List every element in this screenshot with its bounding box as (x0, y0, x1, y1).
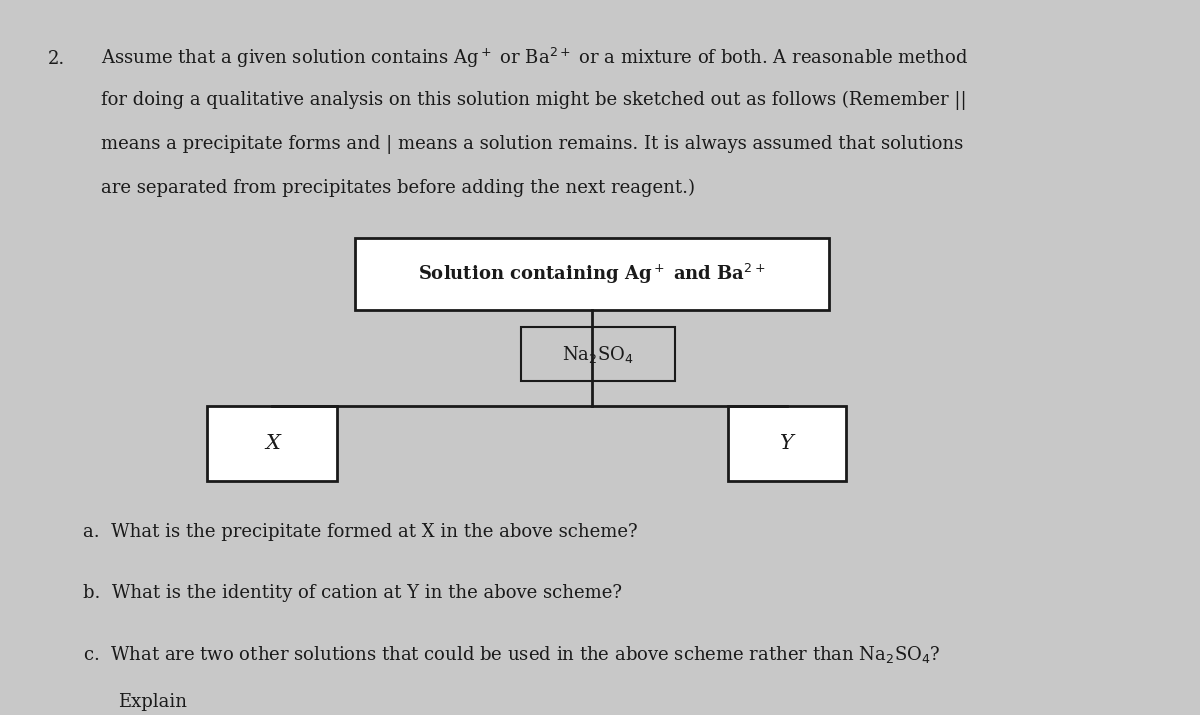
Text: Solution containing Ag$^+$ and Ba$^{2+}$: Solution containing Ag$^+$ and Ba$^{2+}$ (418, 262, 766, 286)
Text: are separated from precipitates before adding the next reagent.): are separated from precipitates before a… (101, 179, 695, 197)
Text: for doing a qualitative analysis on this solution might be sketched out as follo: for doing a qualitative analysis on this… (101, 90, 966, 109)
FancyBboxPatch shape (521, 327, 674, 381)
Text: c.  What are two other solutions that could be used in the above scheme rather t: c. What are two other solutions that cou… (83, 644, 941, 665)
Text: b.  What is the identity of cation at Y in the above scheme?: b. What is the identity of cation at Y i… (83, 583, 622, 602)
Text: Na$_2$SO$_4$: Na$_2$SO$_4$ (562, 344, 634, 365)
Text: Explain: Explain (119, 693, 187, 711)
FancyBboxPatch shape (355, 239, 829, 310)
Text: Y: Y (780, 433, 794, 453)
FancyBboxPatch shape (728, 406, 846, 480)
Text: means a precipitate forms and | means a solution remains. It is always assumed t: means a precipitate forms and | means a … (101, 134, 962, 154)
Text: 2.: 2. (47, 50, 65, 68)
Text: a.  What is the precipitate formed at X in the above scheme?: a. What is the precipitate formed at X i… (83, 523, 637, 541)
Text: X: X (265, 433, 280, 453)
FancyBboxPatch shape (208, 406, 337, 480)
Text: Assume that a given solution contains Ag$^+$ or Ba$^{2+}$ or a mixture of both. : Assume that a given solution contains Ag… (101, 46, 967, 70)
